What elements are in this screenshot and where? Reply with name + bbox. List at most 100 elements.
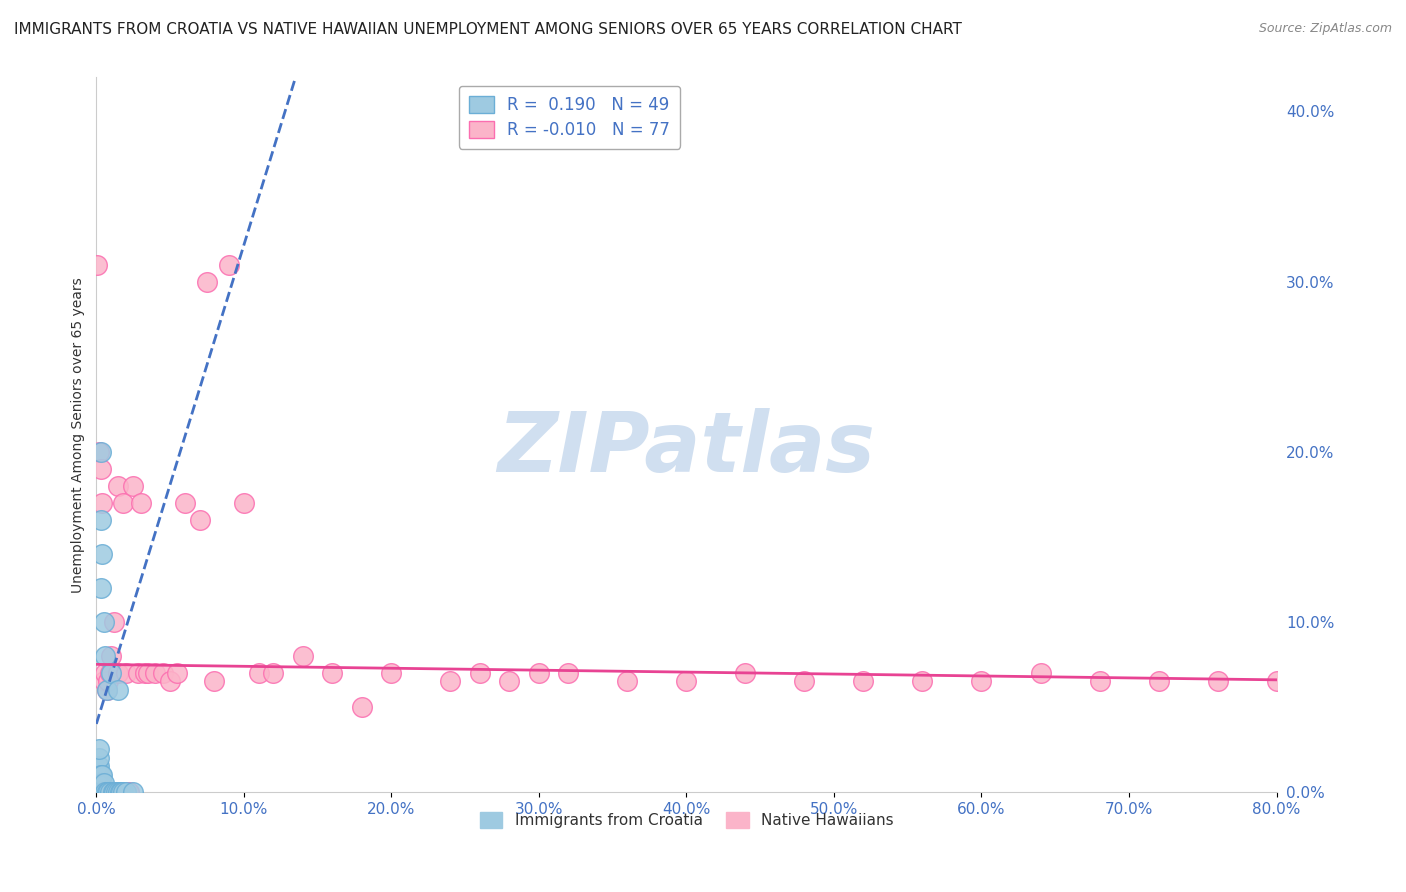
Point — [91, 547, 114, 561]
Point — [247, 665, 270, 680]
Point — [107, 785, 129, 799]
Point — [262, 665, 284, 680]
Point — [87, 759, 110, 773]
Point — [143, 665, 166, 680]
Point — [89, 759, 111, 773]
Point — [110, 785, 132, 799]
Point — [89, 768, 111, 782]
Point — [793, 674, 815, 689]
Point — [90, 785, 112, 799]
Point — [90, 768, 112, 782]
Point — [87, 776, 110, 790]
Point — [94, 648, 117, 663]
Point — [734, 665, 756, 680]
Point — [89, 776, 111, 790]
Point — [90, 444, 112, 458]
Point — [103, 615, 125, 629]
Point — [1324, 665, 1347, 680]
Point — [136, 665, 159, 680]
Point — [87, 785, 110, 799]
Point — [152, 665, 174, 680]
Point — [616, 674, 638, 689]
Point — [115, 785, 138, 799]
Point — [89, 742, 111, 756]
Point — [93, 785, 115, 799]
Point — [86, 768, 108, 782]
Point — [91, 776, 114, 790]
Point — [98, 785, 121, 799]
Point — [468, 665, 491, 680]
Point — [527, 665, 550, 680]
Point — [970, 674, 993, 689]
Point — [1029, 665, 1052, 680]
Point — [87, 768, 110, 782]
Point — [104, 785, 127, 799]
Point — [87, 776, 110, 790]
Text: Source: ZipAtlas.com: Source: ZipAtlas.com — [1258, 22, 1392, 36]
Point — [96, 682, 118, 697]
Point — [291, 648, 314, 663]
Point — [218, 258, 240, 272]
Point — [100, 648, 122, 663]
Point — [96, 785, 118, 799]
Point — [111, 496, 134, 510]
Point — [108, 785, 131, 799]
Point — [122, 785, 145, 799]
Point — [97, 785, 120, 799]
Y-axis label: Unemployment Among Seniors over 65 years: Unemployment Among Seniors over 65 years — [72, 277, 86, 592]
Point — [86, 258, 108, 272]
Point — [350, 699, 373, 714]
Point — [115, 665, 138, 680]
Point — [91, 785, 114, 799]
Point — [91, 768, 114, 782]
Point — [202, 674, 225, 689]
Point — [89, 751, 111, 765]
Point — [87, 785, 110, 799]
Point — [1088, 674, 1111, 689]
Point — [1147, 674, 1170, 689]
Point — [173, 496, 195, 510]
Point — [90, 776, 112, 790]
Point — [87, 785, 110, 799]
Point — [1265, 674, 1288, 689]
Point — [87, 776, 110, 790]
Text: IMMIGRANTS FROM CROATIA VS NATIVE HAWAIIAN UNEMPLOYMENT AMONG SENIORS OVER 65 YE: IMMIGRANTS FROM CROATIA VS NATIVE HAWAII… — [14, 22, 962, 37]
Point — [159, 674, 181, 689]
Point — [1206, 674, 1229, 689]
Point — [911, 674, 934, 689]
Point — [852, 674, 875, 689]
Point — [86, 776, 108, 790]
Point — [103, 785, 125, 799]
Point — [195, 275, 218, 289]
Legend: Immigrants from Croatia, Native Hawaiians: Immigrants from Croatia, Native Hawaiian… — [474, 806, 900, 834]
Point — [87, 768, 110, 782]
Point — [107, 665, 129, 680]
Point — [93, 615, 115, 629]
Point — [129, 496, 152, 510]
Point — [675, 674, 697, 689]
Point — [498, 674, 520, 689]
Point — [557, 665, 579, 680]
Text: ZIPatlas: ZIPatlas — [498, 409, 876, 490]
Point — [1354, 674, 1376, 689]
Point — [100, 665, 122, 680]
Point — [380, 665, 402, 680]
Point — [94, 665, 117, 680]
Point — [90, 581, 112, 595]
Point — [93, 674, 115, 689]
Point — [89, 785, 111, 799]
Point — [86, 785, 108, 799]
Point — [134, 665, 156, 680]
Point — [90, 513, 112, 527]
Point — [166, 665, 188, 680]
Point — [439, 674, 461, 689]
Point — [107, 682, 129, 697]
Point — [87, 785, 110, 799]
Point — [101, 785, 124, 799]
Point — [232, 496, 254, 510]
Point — [321, 665, 343, 680]
Point — [94, 785, 117, 799]
Point — [97, 674, 120, 689]
Point — [90, 461, 112, 475]
Point — [96, 682, 118, 697]
